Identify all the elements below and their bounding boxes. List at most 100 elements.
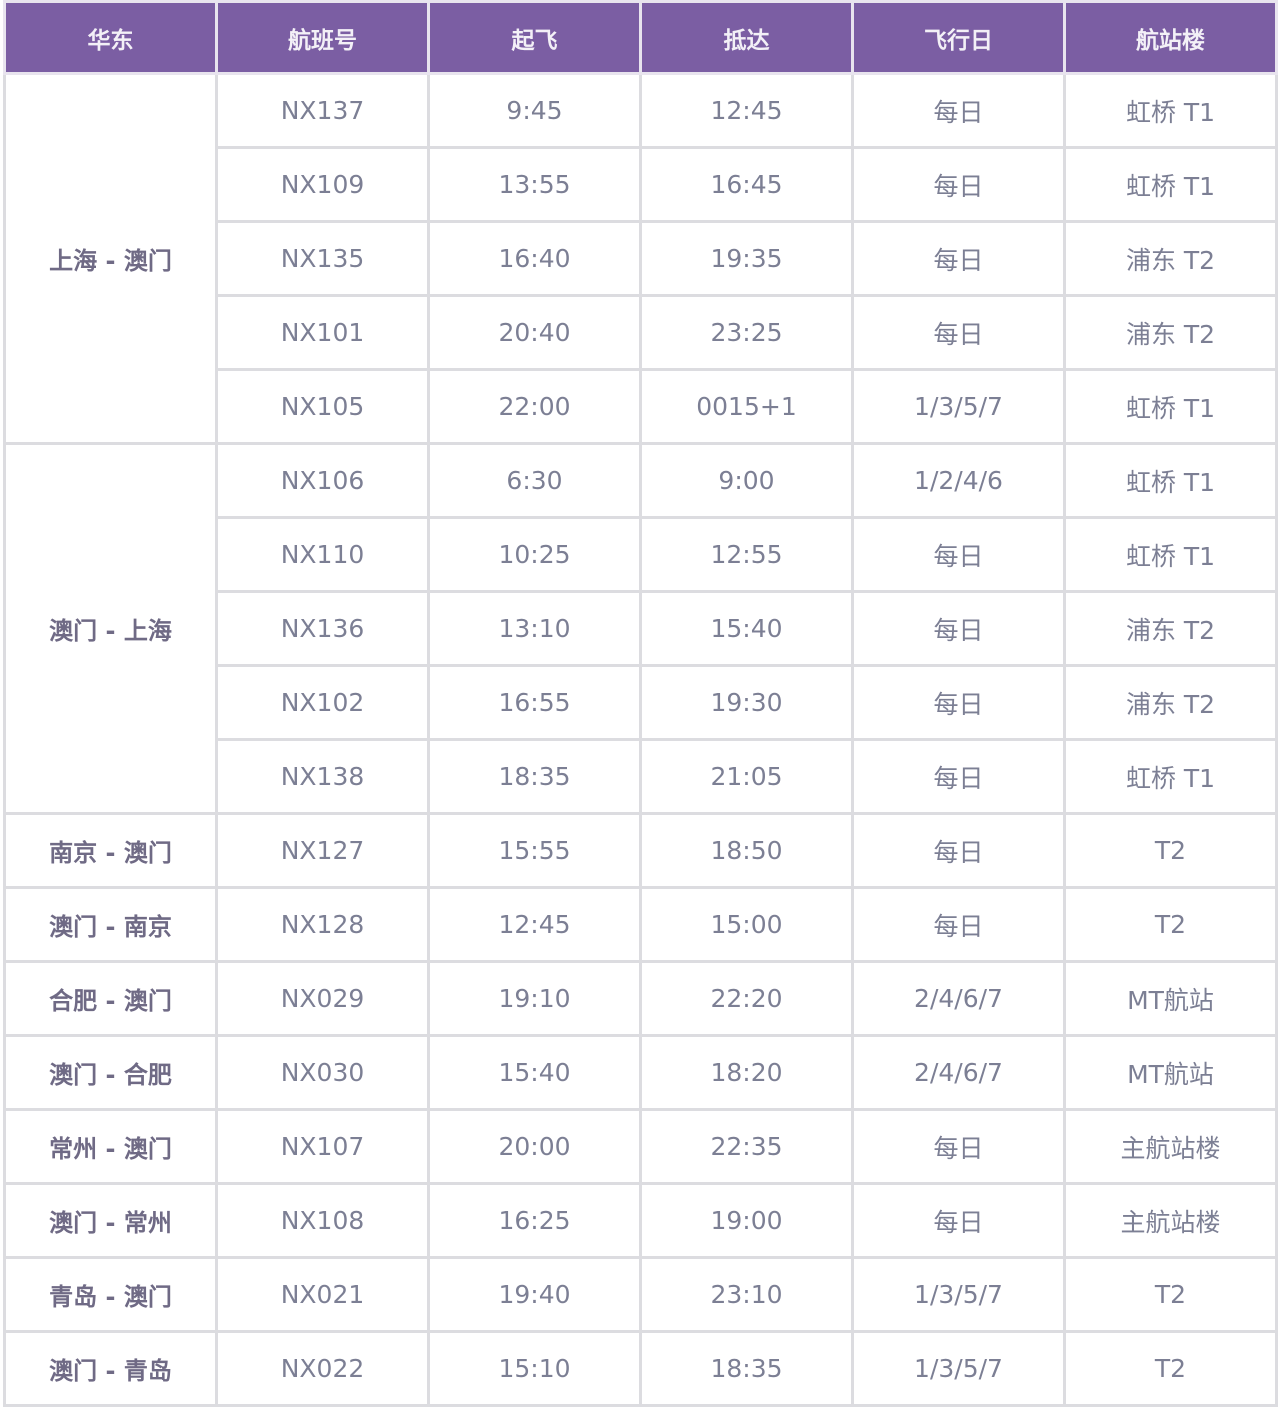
terminal-cell: T2 [1063,1330,1278,1407]
flight-days-cell: 每日 [851,1182,1066,1259]
table-row: 澳门 - 上海 NX106 6:30 9:00 1/2/4/6 虹桥 T1 [3,442,1278,815]
flight-number-cell: NX110 [215,516,430,593]
flight-days-cell: 每日 [851,812,1066,889]
table-row: NX138 18:35 21:05 每日 虹桥 T1 [5,738,1278,815]
terminal-cell: 虹桥 T1 [1063,738,1278,815]
flight-number-cell: NX022 [215,1330,430,1407]
terminal-cell: 浦东 T2 [1063,294,1278,371]
departure-cell: 16:40 [427,220,642,297]
flight-number-cell: NX106 [215,442,430,519]
route-cell: 青岛 - 澳门 [3,1256,218,1333]
route-cell: 澳门 - 青岛 [3,1330,218,1407]
arrival-cell: 12:55 [639,516,854,593]
table-header-row: 华东 航班号 起飞 抵达 飞行日 航站楼 [3,0,1278,75]
flight-number-cell: NX135 [215,220,430,297]
flight-days-cell: 每日 [851,1108,1066,1185]
table-row: NX110 10:25 12:55 每日 虹桥 T1 [5,516,1278,593]
arrival-cell: 22:20 [639,960,854,1037]
terminal-cell: 虹桥 T1 [1063,146,1278,223]
flight-days-cell: 每日 [851,590,1066,667]
departure-cell: 13:10 [427,590,642,667]
table-row: 澳门 - 常州 NX108 16:25 19:00 每日 主航站楼 [3,1182,1278,1259]
flight-number-cell: NX128 [215,886,430,963]
table-row: 青岛 - 澳门 NX021 19:40 23:10 1/3/5/7 T2 [3,1256,1278,1333]
flight-days-cell: 1/3/5/7 [851,1256,1066,1333]
departure-cell: 13:55 [427,146,642,223]
flight-number-cell: NX136 [215,590,430,667]
arrival-cell: 21:05 [639,738,854,815]
departure-cell: 15:40 [427,1034,642,1111]
departure-cell: 19:10 [427,960,642,1037]
arrival-cell: 23:25 [639,294,854,371]
flight-schedule-table: 华东 航班号 起飞 抵达 飞行日 航站楼 上海 - 澳门 NX137 9:45 12:45 每日虹… [3,0,1278,1407]
departure-cell: 22:00 [427,368,642,445]
flight-number-cell: NX030 [215,1034,430,1111]
flight-days-cell: 1/2/4/6 [851,442,1066,519]
flight-number-cell: NX109 [215,146,430,223]
departure-cell: 18:35 [427,738,642,815]
column-header-region: 华东 [3,0,218,75]
terminal-cell: T2 [1063,812,1278,889]
arrival-cell: 18:35 [639,1330,854,1407]
flight-days-cell: 每日 [851,664,1066,741]
arrival-cell: 15:00 [639,886,854,963]
arrival-cell: 12:45 [639,72,854,149]
flight-days-cell: 每日 [851,294,1066,371]
table-row: 常州 - 澳门 NX107 20:00 22:35 每日 主航站楼 [3,1108,1278,1185]
departure-cell: 10:25 [427,516,642,593]
route-cell: 澳门 - 合肥 [3,1034,218,1111]
terminal-cell: T2 [1063,886,1278,963]
flight-number-cell: NX127 [215,812,430,889]
table-row: NX136 13:10 15:40 每日 浦东 T2 [5,590,1278,667]
table-row: NX105 22:00 0015+1 1/3/5/7 虹桥 T1 [5,368,1278,445]
arrival-cell: 22:35 [639,1108,854,1185]
terminal-cell: 虹桥 T1 [1063,72,1278,149]
flight-number-cell: NX105 [215,368,430,445]
table-row: NX109 13:55 16:45 每日 虹桥 T1 [5,146,1278,223]
table-row: NX101 20:40 23:25 每日 浦东 T2 [5,294,1278,371]
arrival-cell: 16:45 [639,146,854,223]
table-row: 澳门 - 南京 NX128 12:45 15:00 每日 T2 [3,886,1278,963]
terminal-cell: 虹桥 T1 [1063,516,1278,593]
column-header-flight-days: 飞行日 [851,0,1066,75]
arrival-cell: 0015+1 [639,368,854,445]
route-cell: 合肥 - 澳门 [3,960,218,1037]
terminal-cell: 浦东 T2 [1063,220,1278,297]
flight-days-cell: 每日 [851,72,1066,149]
flight-number-cell: NX102 [215,664,430,741]
route-cell: 上海 - 澳门 [3,72,218,445]
flight-number-cell: NX107 [215,1108,430,1185]
table-row: NX102 16:55 19:30 每日 浦东 T2 [5,664,1278,741]
departure-cell: 20:00 [427,1108,642,1185]
terminal-cell: 浦东 T2 [1063,664,1278,741]
arrival-cell: 19:35 [639,220,854,297]
flight-days-cell: 2/4/6/7 [851,1034,1066,1111]
departure-cell: 19:40 [427,1256,642,1333]
arrival-cell: 19:30 [639,664,854,741]
departure-cell: 9:45 [427,72,642,149]
flight-days-cell: 2/4/6/7 [851,960,1066,1037]
column-header-arrival: 抵达 [639,0,854,75]
flight-days-cell: 每日 [851,516,1066,593]
flight-number-cell: NX021 [215,1256,430,1333]
terminal-cell: MT航站 [1063,1034,1278,1111]
route-cell: 澳门 - 上海 [3,442,218,815]
departure-cell: 15:10 [427,1330,642,1407]
column-header-terminal: 航站楼 [1063,0,1278,75]
table-row: 上海 - 澳门 NX137 9:45 12:45 每日 虹桥 T1 [3,72,1278,445]
route-cell: 南京 - 澳门 [3,812,218,889]
departure-cell: 16:25 [427,1182,642,1259]
terminal-cell: T2 [1063,1256,1278,1333]
table-row: 澳门 - 青岛 NX022 15:10 18:35 1/3/5/7 T2 [3,1330,1278,1407]
flight-number-cell: NX137 [215,72,430,149]
flight-days-cell: 1/3/5/7 [851,368,1066,445]
table-row: 合肥 - 澳门 NX029 19:10 22:20 2/4/6/7 MT航站 [3,960,1278,1037]
arrival-cell: 9:00 [639,442,854,519]
arrival-cell: 18:20 [639,1034,854,1111]
terminal-cell: MT航站 [1063,960,1278,1037]
column-header-departure: 起飞 [427,0,642,75]
departure-cell: 15:55 [427,812,642,889]
terminal-cell: 主航站楼 [1063,1182,1278,1259]
flight-days-cell: 每日 [851,738,1066,815]
table-row: NX135 16:40 19:35 每日 浦东 T2 [5,220,1278,297]
